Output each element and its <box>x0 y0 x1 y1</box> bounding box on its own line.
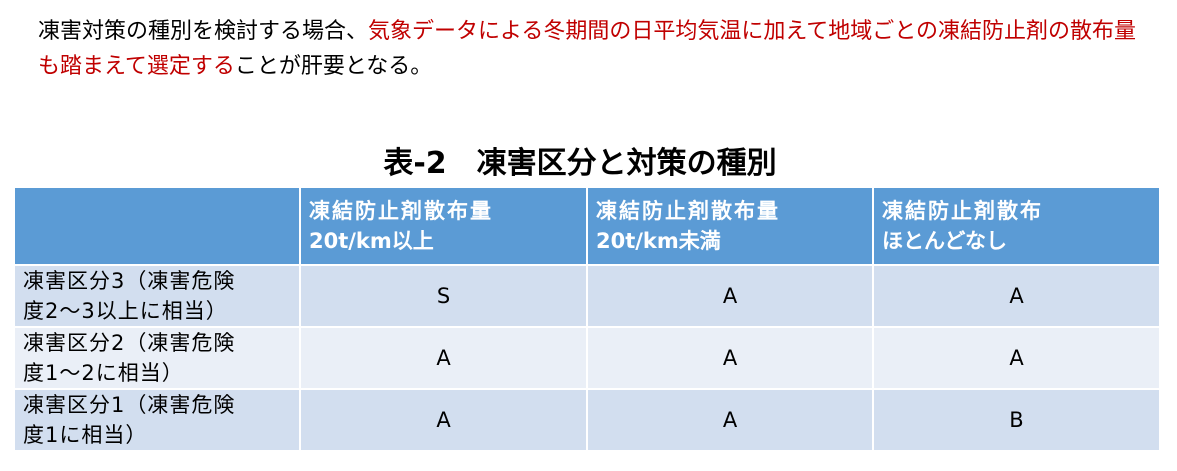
row-label-line2: 度2～3以上に相当） <box>23 299 228 323</box>
header-line2: 20t/km以上 <box>309 229 434 253</box>
table-cell: A <box>586 264 874 328</box>
table-row: 凍害区分1（凍害危険 度1に相当） A A B <box>13 388 1161 452</box>
table-title: 表-2 凍害区分と対策の種別 <box>383 146 777 181</box>
row-label-line1: 凍害区分1（凍害危険 <box>23 393 236 417</box>
header-line2: 20t/km未満 <box>596 229 721 253</box>
header-cell: 凍結防止剤散布 ほとんどなし <box>872 186 1161 266</box>
table-cell: A <box>586 326 874 390</box>
intro-highlight: 気象データによる冬期間の日平均気温に加えて地域ごとの凍結防止剤の散布量も踏まえて… <box>38 19 1137 79</box>
intro-paragraph: 凍害対策の種別を検討する場合、気象データによる冬期間の日平均気温に加えて地域ごと… <box>38 14 1158 84</box>
table-cell: B <box>872 388 1161 452</box>
table-cell: S <box>299 264 588 328</box>
header-line1: 凍結防止剤散布 <box>882 199 1043 223</box>
header-row: 凍結防止剤散布量 20t/km以上 凍結防止剤散布量 20t/km未満 凍結防止剤散… <box>13 186 1161 266</box>
row-label-line1: 凍害区分2（凍害危険 <box>23 331 236 355</box>
table-cell: A <box>586 388 874 452</box>
table-cell: A <box>872 326 1161 390</box>
table-cell: A <box>299 326 588 390</box>
header-line2: ほとんどなし <box>882 229 1007 253</box>
intro-text-end: ことが肝要となる。 <box>234 54 433 79</box>
row-label-line2: 度1～2に相当） <box>23 361 184 385</box>
table-cell: A <box>872 264 1161 328</box>
header-cell: 凍結防止剤散布量 20t/km未満 <box>586 186 874 266</box>
header-cell: 凍結防止剤散布量 20t/km以上 <box>299 186 588 266</box>
header-line1: 凍結防止剤散布量 <box>309 199 493 223</box>
table-cell: A <box>299 388 588 452</box>
row-label: 凍害区分1（凍害危険 度1に相当） <box>13 388 301 452</box>
header-cell-empty <box>13 186 301 266</box>
row-label-line1: 凍害区分3（凍害危険 <box>23 269 236 293</box>
header-line1: 凍結防止剤散布量 <box>596 199 780 223</box>
table-row: 凍害区分3（凍害危険 度2～3以上に相当） S A A <box>13 264 1161 328</box>
frost-damage-table: 凍結防止剤散布量 20t/km以上 凍結防止剤散布量 20t/km未満 凍結防止剤散… <box>13 186 1161 452</box>
intro-text: 凍害対策の種別を検討する場合、 <box>38 19 369 44</box>
row-label: 凍害区分3（凍害危険 度2～3以上に相当） <box>13 264 301 328</box>
row-label-line2: 度1に相当） <box>23 423 148 447</box>
row-label: 凍害区分2（凍害危険 度1～2に相当） <box>13 326 301 390</box>
table-row: 凍害区分2（凍害危険 度1～2に相当） A A A <box>13 326 1161 390</box>
